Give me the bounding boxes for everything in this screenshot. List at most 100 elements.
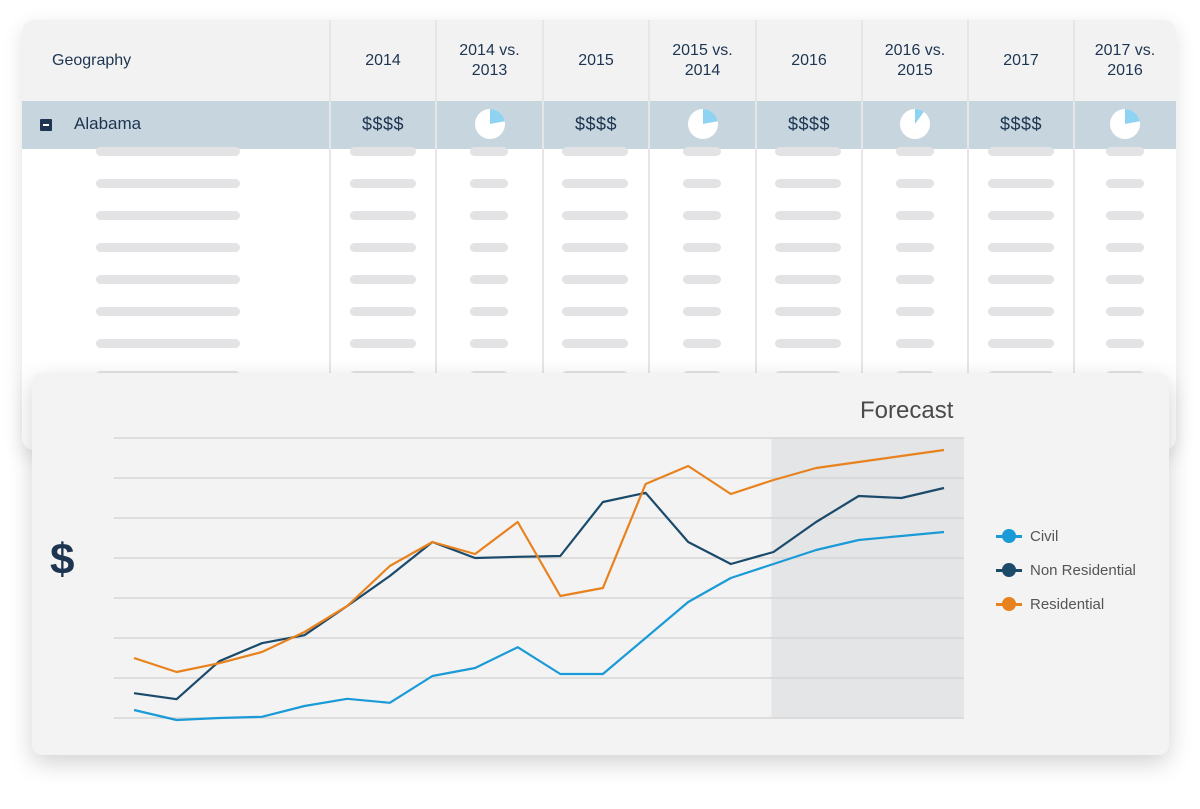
placeholder-bar: [1106, 275, 1144, 284]
placeholder-bar: [96, 275, 240, 284]
pie-2016-vs-2015: [900, 109, 930, 139]
cell-2015-value: $$$$: [574, 113, 618, 134]
placeholder-bar: [683, 307, 721, 316]
forecast-label: Forecast: [860, 397, 954, 424]
placeholder-bar: [988, 179, 1054, 188]
placeholder-bar: [896, 179, 934, 188]
placeholder-bar: [562, 339, 628, 348]
placeholder-bar: [896, 211, 934, 220]
placeholder-bar: [350, 339, 416, 348]
legend-item-non-residential[interactable]: Non Residential: [996, 553, 1136, 587]
series-line-non-residential[interactable]: [133, 486, 945, 701]
header-2017-vs-2016[interactable]: 2017 vs. 2016: [1094, 41, 1156, 79]
placeholder-bar: [350, 211, 416, 220]
placeholder-bar: [96, 339, 240, 348]
placeholder-bar: [350, 147, 416, 156]
legend-item-residential[interactable]: Residential: [996, 587, 1136, 621]
column-divider: [755, 20, 757, 450]
placeholder-bar: [1106, 179, 1144, 188]
placeholder-bar: [775, 339, 841, 348]
placeholder-bar: [96, 243, 240, 252]
placeholder-bar: [350, 179, 416, 188]
chart-card: Forecast $ Civil Non Residential Residen…: [32, 373, 1169, 755]
header-2015[interactable]: 2015: [578, 51, 614, 69]
column-divider: [1073, 20, 1075, 450]
placeholder-bar: [470, 307, 508, 316]
placeholder-bar: [470, 275, 508, 284]
placeholder-bar: [775, 243, 841, 252]
column-divider: [648, 20, 650, 450]
placeholder-bar: [96, 211, 240, 220]
header-2014-vs-2013[interactable]: 2014 vs. 2013: [459, 41, 520, 79]
series-line-civil[interactable]: [133, 530, 945, 722]
cell-2014-value: $$$$: [361, 113, 405, 134]
legend-label: Non Residential: [1030, 561, 1136, 579]
column-divider: [542, 20, 544, 450]
placeholder-bar: [896, 275, 934, 284]
placeholder-bar: [470, 179, 508, 188]
legend-label: Residential: [1030, 595, 1105, 613]
table-row-alabama[interactable]: [22, 101, 1176, 149]
placeholder-bar: [683, 339, 721, 348]
placeholder-bar: [775, 307, 841, 316]
placeholder-bar: [988, 243, 1054, 252]
legend: Civil Non Residential Residential: [996, 519, 1136, 621]
placeholder-bar: [683, 275, 721, 284]
placeholder-bar: [683, 147, 721, 156]
header-2016[interactable]: 2016: [791, 51, 827, 69]
placeholder-bar: [562, 275, 628, 284]
placeholder-bar: [96, 179, 240, 188]
header-2014[interactable]: 2014: [365, 51, 401, 69]
placeholder-bar: [775, 179, 841, 188]
placeholder-bar: [683, 179, 721, 188]
collapse-icon[interactable]: [40, 119, 52, 131]
placeholder-bar: [562, 307, 628, 316]
column-divider: [967, 20, 969, 450]
placeholder-bar: [683, 211, 721, 220]
placeholder-bar: [1106, 243, 1144, 252]
placeholder-bar: [775, 211, 841, 220]
placeholder-bar: [350, 275, 416, 284]
column-divider: [329, 20, 331, 450]
placeholder-bar: [988, 211, 1054, 220]
header-2017[interactable]: 2017: [1003, 51, 1039, 69]
placeholder-bar: [775, 147, 841, 156]
placeholder-bar: [988, 275, 1054, 284]
column-divider: [861, 20, 863, 450]
placeholder-bar: [1106, 211, 1144, 220]
placeholder-bar: [1106, 147, 1144, 156]
pie-2015-vs-2014: [688, 109, 718, 139]
row-label-alabama: Alabama: [74, 114, 142, 133]
legend-item-civil[interactable]: Civil: [996, 519, 1136, 553]
placeholder-bar: [683, 243, 721, 252]
header-2016-vs-2015[interactable]: 2016 vs. 2015: [884, 41, 946, 79]
pie-2014-vs-2013: [475, 109, 505, 139]
y-axis-label: $: [50, 535, 75, 584]
placeholder-bar: [96, 307, 240, 316]
placeholder-bar: [470, 211, 508, 220]
series-lines: [133, 448, 945, 722]
placeholder-bar: [470, 243, 508, 252]
placeholder-bar: [775, 275, 841, 284]
placeholder-bar: [1106, 307, 1144, 316]
header-2015-vs-2014[interactable]: 2015 vs. 2014: [672, 41, 733, 79]
column-divider: [435, 20, 437, 450]
grid-lines: [114, 437, 964, 719]
placeholder-bar: [562, 147, 628, 156]
placeholder-bar: [470, 339, 508, 348]
cell-2016-value: $$$$: [787, 113, 831, 134]
placeholder-bar: [96, 147, 240, 156]
placeholder-bar: [350, 243, 416, 252]
placeholder-bar: [1106, 339, 1144, 348]
placeholder-bar: [562, 179, 628, 188]
header-geography[interactable]: Geography: [52, 51, 132, 69]
placeholder-bar: [988, 307, 1054, 316]
forecast-band: [771, 438, 964, 718]
placeholder-bar: [988, 339, 1054, 348]
table-header: [22, 20, 1176, 101]
placeholder-bar: [896, 307, 934, 316]
placeholder-bar: [896, 243, 934, 252]
legend-label: Civil: [1030, 527, 1059, 545]
line-chart: [114, 437, 964, 722]
series-line-residential[interactable]: [133, 448, 945, 674]
